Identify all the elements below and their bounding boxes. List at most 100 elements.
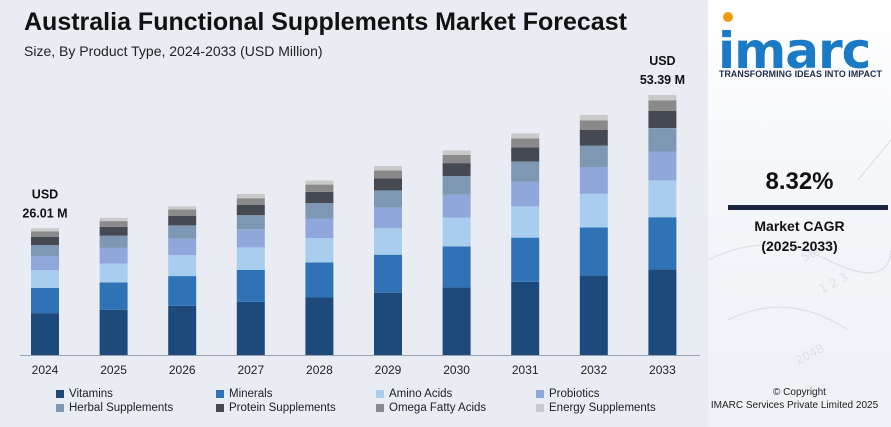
- bar-segment-herbal-supplements-2033: [648, 128, 677, 152]
- bar-segment-energy-supplements-2026: [168, 206, 197, 210]
- bar-segment-vitamins-2030: [442, 287, 471, 355]
- cagr-period: (2025-2033): [761, 238, 838, 254]
- legend-swatch: [536, 404, 544, 412]
- bar-segment-probiotics-2031: [511, 181, 540, 207]
- bar-segment-vitamins-2032: [579, 275, 608, 355]
- x-tick-label: 2026: [169, 363, 196, 377]
- bar-segment-protein-supplements-2033: [648, 111, 677, 128]
- x-tick-label: 2029: [375, 363, 402, 377]
- svg-text:1 2 3: 1 2 3: [817, 270, 851, 297]
- legend-swatch: [216, 404, 224, 412]
- legend-label: Herbal Supplements: [69, 402, 174, 414]
- x-tick-label: 2024: [32, 363, 59, 377]
- bar-segment-omega-fatty-acids-2033: [648, 100, 677, 111]
- bar-segment-amino-acids-2033: [648, 180, 677, 218]
- brand-tagline: TRANSFORMING IDEAS INTO IMPACT: [719, 69, 882, 79]
- bar-segment-omega-fatty-acids-2026: [168, 209, 197, 216]
- bar-segment-vitamins-2031: [511, 282, 540, 355]
- x-tick-label: 2033: [649, 363, 676, 377]
- bar-segment-herbal-supplements-2028: [305, 203, 334, 219]
- legend-item: Vitamins: [56, 388, 113, 400]
- bar-segment-omega-fatty-acids-2027: [236, 198, 265, 205]
- cagr-label: Market CAGR: [754, 218, 845, 234]
- legend-label: Minerals: [229, 388, 273, 400]
- legend-swatch: [56, 390, 64, 398]
- brand-sidebar: 500.0 1 2 3 2048 imarc TRANSFORMING IDEA…: [708, 0, 891, 427]
- bar-segment-vitamins-2033: [648, 269, 677, 355]
- legend-swatch: [216, 390, 224, 398]
- legend-label: Energy Supplements: [549, 402, 656, 414]
- sidebar-decoration: 500.0 1 2 3 2048: [708, 139, 891, 368]
- data-label-value: 26.01 M: [22, 206, 67, 220]
- legend-swatch: [376, 404, 384, 412]
- legend-item: Protein Supplements: [216, 402, 336, 414]
- svg-text:2048: 2048: [793, 341, 827, 368]
- legend-item: Energy Supplements: [536, 402, 656, 414]
- bar-segment-protein-supplements-2028: [305, 191, 334, 204]
- bar-segment-omega-fatty-acids-2028: [305, 184, 334, 192]
- bar-segment-amino-acids-2032: [579, 193, 608, 228]
- bar-segment-probiotics-2033: [648, 151, 677, 181]
- bar-segment-herbal-supplements-2026: [168, 225, 197, 239]
- bar-segment-herbal-supplements-2029: [374, 190, 402, 208]
- bar-segment-minerals-2030: [442, 246, 471, 288]
- bar-segment-omega-fatty-acids-2024: [31, 231, 59, 237]
- legend-label: Amino Acids: [389, 388, 453, 400]
- bar-segment-protein-supplements-2026: [168, 215, 197, 226]
- bar-segment-energy-supplements-2032: [579, 114, 608, 121]
- bar-segment-vitamins-2028: [305, 297, 334, 355]
- bar-segment-amino-acids-2026: [168, 255, 197, 277]
- bar-segment-minerals-2027: [236, 269, 265, 302]
- bar-segment-herbal-supplements-2031: [511, 161, 540, 182]
- x-tick-label: 2032: [580, 363, 607, 377]
- bar-segment-omega-fatty-acids-2030: [442, 154, 471, 164]
- bar-segment-minerals-2031: [511, 237, 540, 282]
- legend-swatch: [56, 404, 64, 412]
- stacked-bar-chart: 2024 2025 2026 2027 2028 2029 2030 2031 2032 2033…: [20, 54, 700, 377]
- cagr-value: 8.32%: [765, 168, 834, 195]
- bar-segment-herbal-supplements-2032: [579, 145, 608, 167]
- legend-label: Omega Fatty Acids: [389, 402, 487, 414]
- x-tick-label: 2028: [306, 363, 333, 377]
- bar-segment-minerals-2029: [374, 254, 402, 293]
- bar-segment-vitamins-2024: [31, 313, 59, 355]
- data-label-currency: USD: [32, 187, 58, 201]
- bar-segment-amino-acids-2027: [236, 247, 265, 270]
- bar-segment-amino-acids-2031: [511, 206, 540, 238]
- bar-segment-minerals-2026: [168, 276, 197, 306]
- bar-segment-omega-fatty-acids-2029: [374, 170, 402, 179]
- data-label-currency: USD: [649, 54, 675, 68]
- bar-segment-energy-supplements-2025: [99, 217, 128, 222]
- bar-segment-protein-supplements-2025: [99, 226, 128, 236]
- bar-segment-omega-fatty-acids-2025: [99, 221, 128, 227]
- x-tick-label: 2031: [512, 363, 539, 377]
- bar-segment-probiotics-2029: [374, 207, 402, 229]
- bar-segment-minerals-2025: [99, 282, 128, 310]
- bar-segment-minerals-2033: [648, 217, 677, 270]
- legend-label: Protein Supplements: [229, 402, 336, 414]
- bar-segment-herbal-supplements-2027: [236, 215, 265, 230]
- x-tick-label: 2030: [443, 363, 470, 377]
- bar-segment-minerals-2032: [579, 227, 608, 276]
- legend-swatch: [376, 390, 384, 398]
- bar-segment-amino-acids-2024: [31, 270, 59, 288]
- brand-logo: imarc: [718, 22, 871, 80]
- bar-segment-protein-supplements-2030: [442, 163, 471, 177]
- legend-label: Probiotics: [549, 388, 600, 400]
- bar-segment-energy-supplements-2027: [236, 194, 265, 199]
- logo-dot-icon: [723, 12, 733, 22]
- copyright-line1: © Copyright: [773, 387, 826, 398]
- x-tick-label: 2027: [237, 363, 264, 377]
- bar-segment-protein-supplements-2027: [236, 205, 265, 216]
- bar-segment-protein-supplements-2032: [579, 130, 608, 146]
- bar-segment-energy-supplements-2030: [442, 150, 471, 155]
- bar-segment-minerals-2024: [31, 287, 59, 314]
- bar-segment-energy-supplements-2028: [305, 180, 334, 185]
- legend-item: Minerals: [216, 388, 272, 400]
- bar-segment-probiotics-2025: [99, 247, 128, 264]
- bar-segment-amino-acids-2029: [374, 228, 402, 255]
- bar-segment-amino-acids-2025: [99, 263, 128, 283]
- bar-segment-vitamins-2025: [99, 309, 128, 355]
- bar-segment-protein-supplements-2031: [511, 147, 540, 162]
- copyright-notice: © Copyright IMARC Services Private Limit…: [708, 387, 891, 412]
